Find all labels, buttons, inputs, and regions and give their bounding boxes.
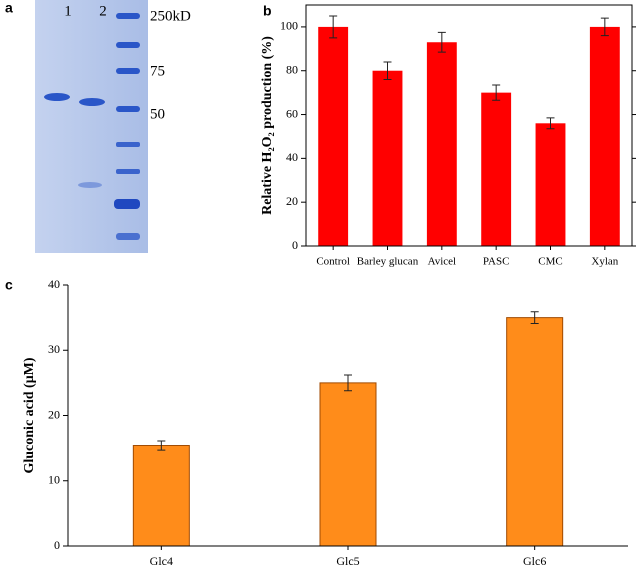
x-tick-label: PASC — [483, 256, 510, 268]
y-tick-label: 40 — [286, 150, 298, 164]
plot-frame — [305, 4, 633, 247]
error-bar — [437, 31, 446, 53]
y-axis-label: Gluconic acid (μM) — [22, 357, 37, 473]
bar — [506, 317, 564, 547]
y-tick-label: 20 — [48, 407, 60, 421]
y-tick-label: 80 — [286, 62, 298, 76]
x-tick-label: Barley glucan — [357, 256, 419, 268]
marker-label: 250kD — [150, 8, 191, 24]
x-tick-label: CMC — [538, 256, 562, 268]
bar — [481, 92, 512, 247]
lane-label: 1 — [64, 3, 72, 19]
panel-label: a — [5, 0, 13, 16]
lane-label: 2 — [99, 3, 107, 19]
error-bar — [530, 311, 539, 324]
x-tick-label: Xylan — [591, 256, 618, 268]
y-tick-label: 100 — [280, 19, 298, 33]
x-tick-label: Glc6 — [523, 554, 546, 566]
panel-label: c — [5, 277, 13, 293]
panel-label: b — [263, 3, 272, 19]
y-tick-label: 0 — [54, 538, 60, 552]
bar — [426, 42, 457, 246]
x-tick-label: Glc4 — [150, 554, 173, 566]
x-tick-label: Avicel — [428, 256, 457, 268]
y-axis-label: Relative H₂O₂ production (%) — [260, 36, 275, 215]
y-tick-label: 20 — [286, 194, 298, 208]
error-bar — [492, 84, 501, 101]
error-bar — [383, 61, 392, 80]
bar — [319, 382, 377, 547]
bar — [589, 26, 620, 247]
y-tick-label: 0 — [292, 238, 298, 252]
bar — [132, 445, 190, 547]
error-bar — [329, 15, 338, 39]
y-tick-label: 10 — [48, 473, 60, 487]
y-tick-label: 60 — [286, 106, 298, 120]
error-bar — [546, 117, 555, 130]
x-tick-label: Glc5 — [336, 554, 359, 566]
error-bar — [600, 17, 609, 37]
bar — [318, 26, 349, 247]
bar — [372, 70, 403, 247]
error-bar — [157, 440, 166, 451]
y-tick-label: 30 — [48, 342, 60, 356]
gel-image — [35, 0, 148, 253]
axes — [67, 285, 628, 547]
bar — [535, 123, 566, 246]
marker-label: 75 — [150, 63, 165, 79]
y-tick-label: 40 — [48, 277, 60, 291]
error-bar — [344, 374, 352, 392]
marker-label: 50 — [150, 106, 165, 122]
x-tick-label: Control — [316, 256, 350, 268]
